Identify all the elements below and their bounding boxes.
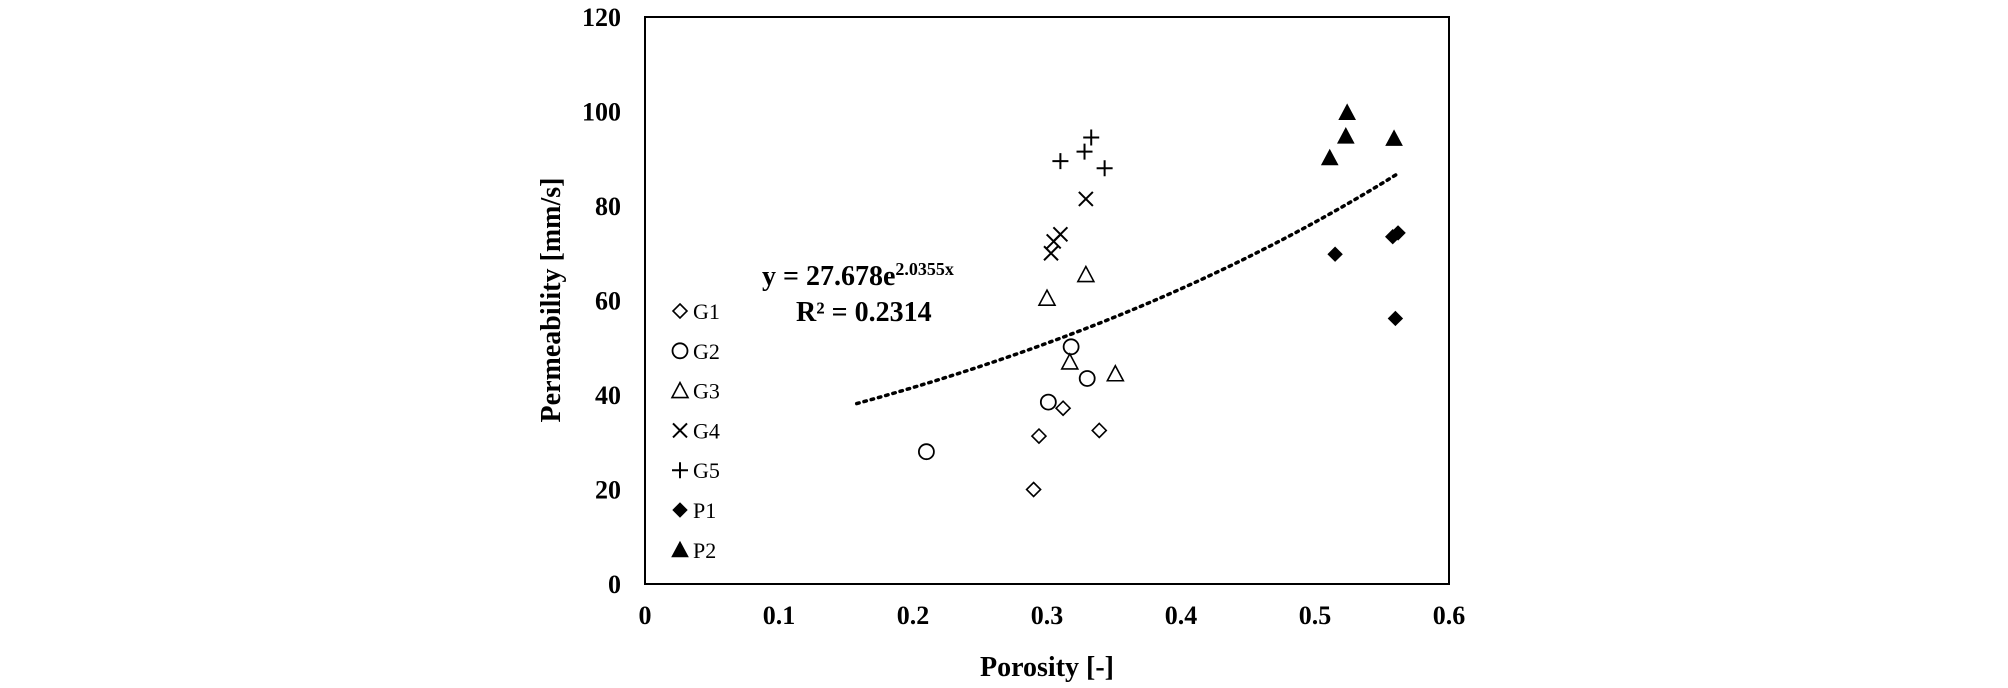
y-axis-ticks: 0 20 40 60 80 100 120 bbox=[582, 3, 621, 599]
legend-label: P2 bbox=[693, 538, 716, 563]
equation-exponent: 2.0355x bbox=[895, 259, 954, 279]
point-g1 bbox=[1054, 400, 1072, 417]
legend-item-g4: G4 bbox=[672, 418, 720, 443]
point-p2 bbox=[1338, 103, 1356, 120]
legend-marker-g3 bbox=[670, 380, 690, 399]
y-tick-label: 60 bbox=[595, 287, 621, 316]
equation-base: y = 27.678e bbox=[762, 261, 895, 292]
legend-marker-p1 bbox=[672, 502, 688, 518]
point-g3 bbox=[1076, 264, 1096, 283]
legend-label: G1 bbox=[693, 299, 720, 324]
y-tick-label: 120 bbox=[582, 3, 621, 32]
point-p1 bbox=[1390, 225, 1406, 241]
x-axis-ticks: 0 0.1 0.2 0.3 0.4 0.5 0.6 bbox=[639, 601, 1466, 630]
series-g1 bbox=[1025, 400, 1108, 498]
y-tick-label: 0 bbox=[608, 570, 621, 599]
point-g4 bbox=[1078, 191, 1094, 207]
point-g3 bbox=[1106, 364, 1125, 382]
y-tick-label: 80 bbox=[595, 192, 621, 221]
legend-item-p2: P2 bbox=[671, 538, 716, 563]
point-g5 bbox=[1083, 129, 1100, 146]
point-g3 bbox=[1060, 352, 1080, 370]
x-tick-label: 0.6 bbox=[1433, 601, 1466, 630]
point-p1 bbox=[1387, 310, 1404, 327]
point-g5 bbox=[1076, 143, 1093, 160]
x-tick-label: 0.5 bbox=[1299, 601, 1332, 630]
series-g2 bbox=[918, 338, 1096, 461]
legend-marker-g4 bbox=[672, 422, 688, 439]
series-p2 bbox=[1320, 103, 1403, 166]
legend-label: G4 bbox=[693, 418, 720, 443]
legend-label: G3 bbox=[693, 379, 720, 404]
x-tick-label: 0 bbox=[639, 601, 652, 630]
point-g4 bbox=[1043, 245, 1059, 261]
point-g5 bbox=[1096, 160, 1113, 177]
legend-item-g3: G3 bbox=[670, 379, 720, 404]
legend: G1 G2 G3 G4 G5 P1 P2 bbox=[670, 299, 720, 563]
legend-label: P1 bbox=[693, 498, 716, 523]
point-g1 bbox=[1030, 427, 1048, 445]
trendline-exponential bbox=[854, 171, 1400, 406]
point-p2 bbox=[1336, 127, 1355, 144]
point-g5 bbox=[1052, 153, 1069, 170]
point-g3 bbox=[1037, 288, 1057, 306]
legend-marker-g2 bbox=[671, 342, 689, 360]
legend-label: G2 bbox=[693, 339, 720, 364]
data-points bbox=[918, 103, 1406, 498]
trendline-r-squared: R² = 0.2314 bbox=[796, 297, 932, 328]
y-axis-title: Permeability [mm/s] bbox=[536, 178, 567, 423]
point-g2 bbox=[1078, 370, 1096, 387]
y-tick-label: 40 bbox=[595, 381, 621, 410]
point-p2 bbox=[1385, 129, 1403, 146]
legend-marker-g1 bbox=[671, 302, 689, 320]
y-tick-label: 20 bbox=[595, 476, 621, 505]
x-tick-label: 0.4 bbox=[1165, 601, 1198, 630]
x-tick-label: 0.1 bbox=[763, 601, 796, 630]
legend-item-g2: G2 bbox=[671, 339, 720, 364]
point-g1 bbox=[1091, 422, 1108, 439]
point-g2 bbox=[1062, 338, 1080, 356]
legend-marker-g5 bbox=[672, 462, 688, 479]
y-tick-label: 100 bbox=[582, 98, 621, 127]
x-axis-title: Porosity [-] bbox=[980, 652, 1114, 683]
x-tick-label: 0.3 bbox=[1031, 601, 1064, 630]
legend-label: G5 bbox=[693, 458, 720, 483]
series-g3 bbox=[1037, 264, 1125, 382]
point-g1 bbox=[1025, 481, 1042, 498]
point-p2 bbox=[1320, 148, 1339, 166]
legend-item-g1: G1 bbox=[671, 299, 720, 324]
x-tick-label: 0.2 bbox=[897, 601, 930, 630]
series-g4 bbox=[1043, 191, 1094, 261]
series-p1 bbox=[1327, 225, 1406, 327]
legend-item-g5: G5 bbox=[672, 458, 720, 483]
legend-marker-p2 bbox=[671, 540, 689, 558]
point-g2 bbox=[918, 443, 935, 461]
point-g4 bbox=[1052, 226, 1069, 243]
legend-item-p1: P1 bbox=[672, 498, 716, 523]
point-g2 bbox=[1039, 393, 1057, 411]
trendline-equation: y = 27.678e2.0355x bbox=[762, 259, 954, 292]
point-p1 bbox=[1327, 246, 1343, 262]
series-g5 bbox=[1052, 129, 1113, 177]
